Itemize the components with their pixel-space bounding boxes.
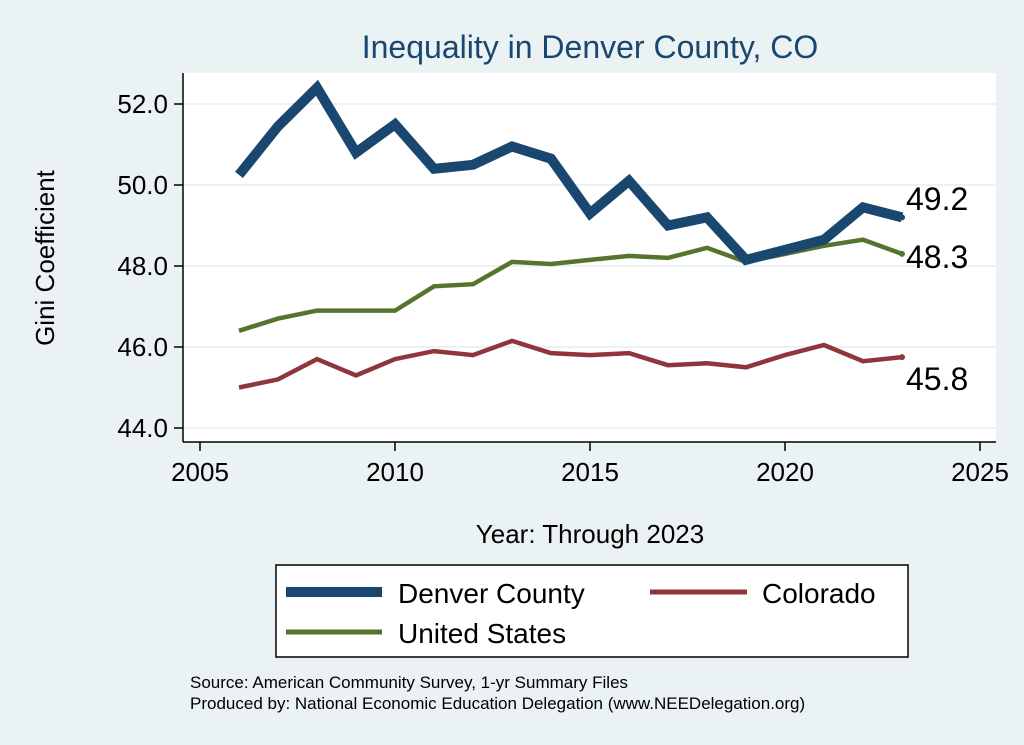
plot-area [183,73,996,442]
chart-title: Inequality in Denver County, CO [362,29,819,65]
series-line-colorado [238,338,903,390]
end-labels: 49.2 45.8 48.3 [899,181,968,397]
legend-box [275,564,909,658]
end-marker [899,354,905,361]
y-tick-label: 48.0 [117,251,168,281]
end-label: 49.2 [906,181,968,217]
x-tick-label: 2005 [171,457,229,487]
gridlines [183,103,996,429]
series [235,79,904,390]
end-label: 48.3 [906,239,968,275]
x-tick-label: 2015 [561,457,619,487]
y-axis-label: Gini Coefficient [30,169,60,346]
source-note: Source: American Community Survey, 1-yr … [190,673,628,692]
x-tick-label: 2010 [366,457,424,487]
y-tick-label: 46.0 [117,332,168,362]
x-tick-label: 2020 [756,457,814,487]
y-tick-label: 50.0 [117,170,168,200]
x-ticks: 2005 2010 2015 2020 2025 [171,442,1009,487]
legend: Denver County Colorado United States [275,564,909,658]
series-line-denver-county [235,79,904,266]
end-label: 45.8 [906,361,968,397]
y-tick-label: 44.0 [117,413,168,443]
legend-label-denver: Denver County [398,578,585,609]
legend-label-colorado: Colorado [762,578,876,609]
y-tick-label: 52.0 [117,89,168,119]
x-tick-label: 2025 [951,457,1009,487]
y-ticks: 44.0 46.0 48.0 50.0 52.0 [117,89,183,443]
producer-note: Produced by: National Economic Education… [190,694,805,713]
end-marker [899,250,905,257]
end-marker [899,214,905,221]
x-axis-label: Year: Through 2023 [476,519,704,549]
legend-label-us: United States [398,618,566,649]
